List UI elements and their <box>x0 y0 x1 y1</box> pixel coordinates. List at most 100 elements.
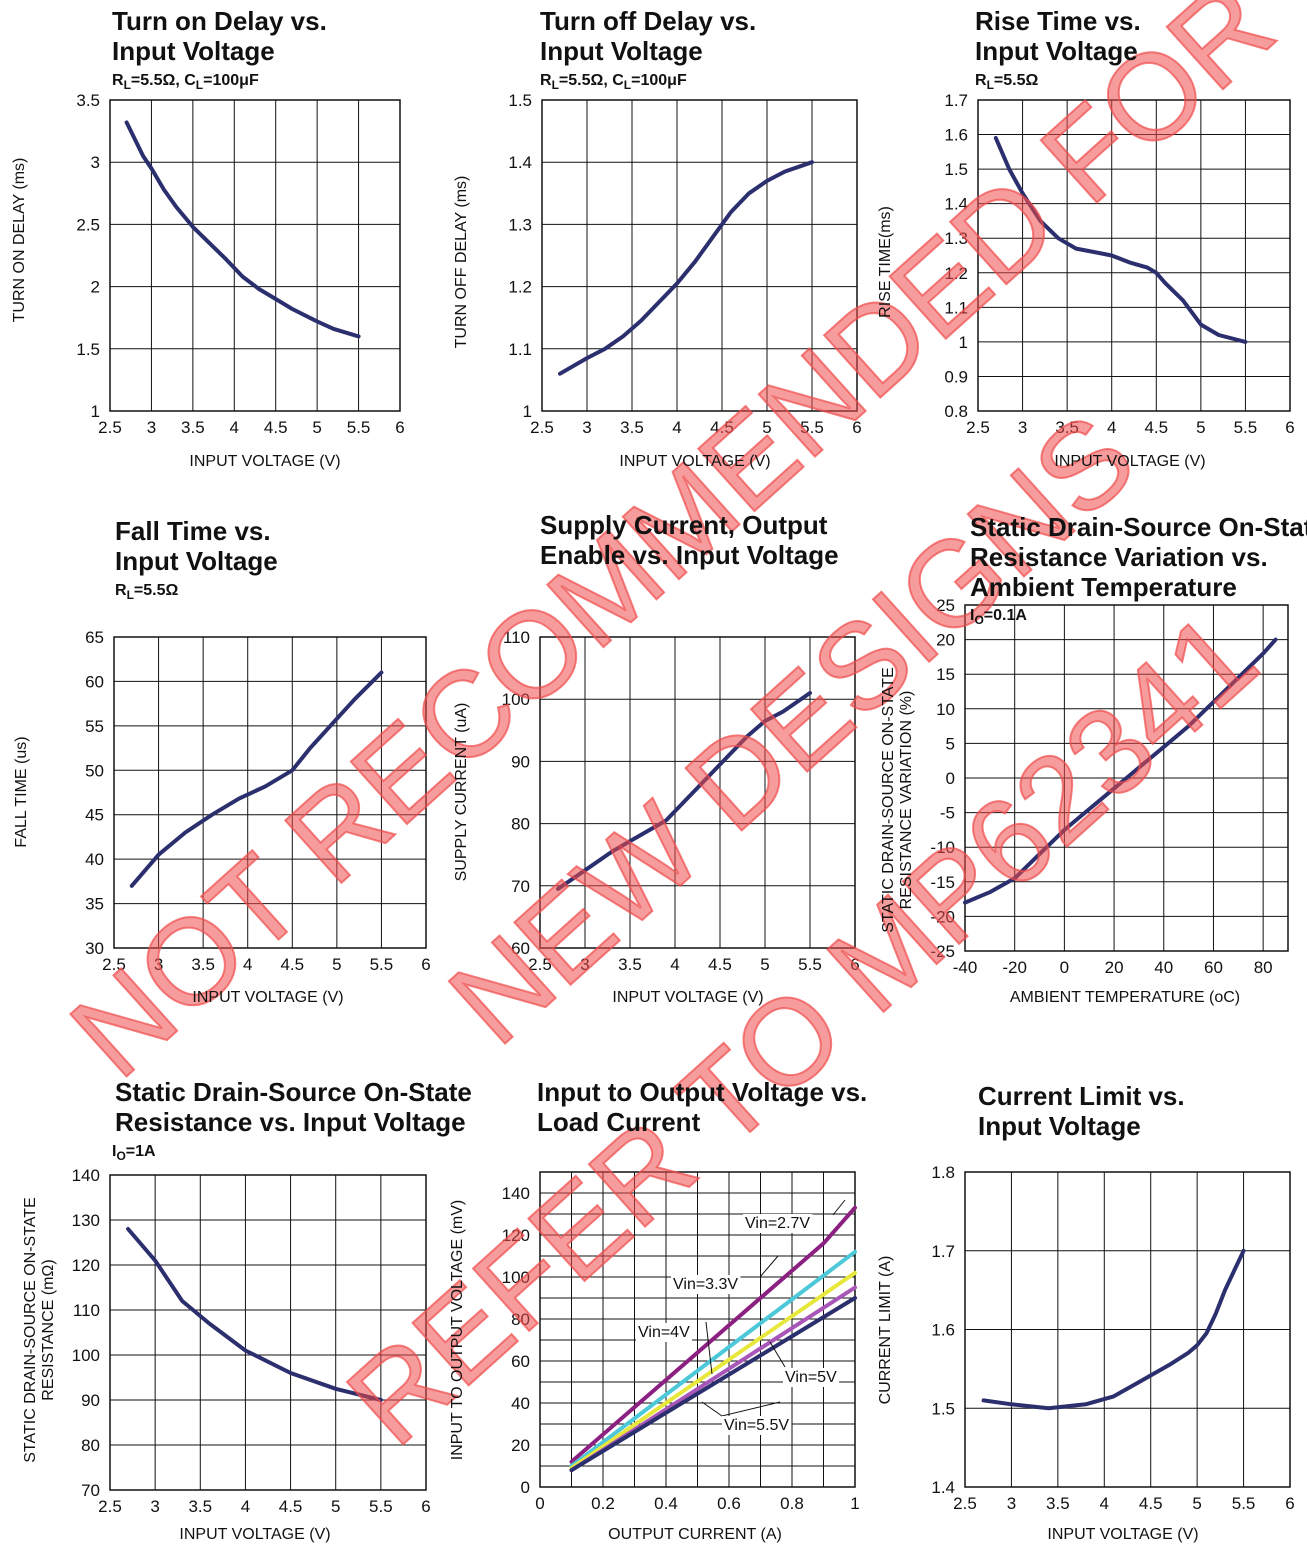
x-tick-label: 3.5 <box>1055 418 1079 437</box>
x-tick-label: 5.5 <box>369 1497 393 1516</box>
x-tick-label: 60 <box>1204 958 1223 977</box>
y-tick-label: 80 <box>511 815 530 834</box>
chart-title-line: Load Current <box>537 1107 701 1137</box>
plot-frame <box>977 99 1291 412</box>
y-tick-label: 25 <box>936 596 955 615</box>
plot-frame <box>109 1174 427 1491</box>
chart-title-line: Rise Time vs. <box>975 6 1141 36</box>
x-axis-label: INPUT VOLTAGE (V) <box>192 989 344 1006</box>
plot-c8: 0 0.2 0.4 0.6 0.8 1 0 20 40 60 80 100 120 140 Vin=2.7V… <box>502 1171 860 1513</box>
y-tick-label: 120 <box>72 1256 100 1275</box>
condition-text: =5.5Ω, C <box>558 72 624 89</box>
annotation-leader <box>832 1199 846 1216</box>
chart-title-line: Input Voltage <box>975 36 1138 66</box>
x-tick-label: 2.5 <box>953 1494 977 1513</box>
condition-text: =5.5Ω <box>993 72 1039 89</box>
chart-title: Static Drain-Source On-State Resistance v… <box>115 1077 472 1137</box>
x-tick-label: 6 <box>1285 1494 1294 1513</box>
x-tick-label: 3.5 <box>181 418 205 437</box>
y-tick-label: 80 <box>81 1436 100 1455</box>
y-tick-label: 110 <box>503 628 530 647</box>
chart-condition: RL=5.5Ω, CL=100μF <box>540 72 687 92</box>
condition-subscript: L <box>623 78 632 93</box>
series-line <box>981 1248 1246 1411</box>
plot-c2: 2.5 3 3.5 4 4.5 5 5.5 6 1 1.1 1.2 1.3 1.4 1.5 <box>508 91 861 437</box>
y-tick-label: 15 <box>936 665 955 684</box>
x-tick-label: 3.5 <box>1046 1494 1070 1513</box>
x-axis-label: AMBIENT TEMPERATURE (oC) <box>1009 989 1241 1006</box>
chart-title: Fall Time vs. Input Voltage <box>115 516 278 576</box>
x-tick-label: 5 <box>332 955 341 974</box>
x-tick-label: 4.5 <box>708 955 732 974</box>
y-tick-label: 1.2 <box>944 264 968 283</box>
x-tick-label: 4.5 <box>710 418 734 437</box>
y-tick-label: 1.3 <box>508 215 532 234</box>
y-tick-label: 70 <box>511 877 530 896</box>
y-axis-label: TURN ON DELAY (ms) <box>11 158 29 323</box>
annotation-leader <box>769 1341 786 1368</box>
plot-frame <box>541 99 858 412</box>
condition-subscript: L <box>551 78 559 93</box>
chart-title-line: Resistance vs. Input Voltage <box>115 1107 466 1137</box>
y-tick-label: 100 <box>72 1346 100 1365</box>
x-tick-label: 6 <box>395 418 404 437</box>
condition-text: R <box>975 72 987 89</box>
x-tick-label: 3.5 <box>620 418 644 437</box>
y-axis-label-line: STATIC DRAIN-SOURCE ON-STATE <box>880 667 897 933</box>
chart-title-line: Input Voltage <box>115 546 278 576</box>
y-tick-label: 120 <box>502 1226 530 1245</box>
y-tick-label: 1.4 <box>508 153 532 172</box>
y-tick-label: 60 <box>85 672 104 691</box>
condition-text: I <box>112 1143 117 1160</box>
y-tick-label: 1.1 <box>944 298 968 317</box>
x-tick-label: 0.6 <box>717 1494 741 1513</box>
condition-subscript: O <box>974 613 984 628</box>
x-tick-label: 3.5 <box>191 955 215 974</box>
y-tick-label: 110 <box>73 1301 100 1320</box>
x-tick-label: 4 <box>241 1497 250 1516</box>
x-tick-label: -40 <box>953 958 978 977</box>
y-tick-label: 1.3 <box>944 229 968 248</box>
x-tick-label: 5 <box>1196 418 1205 437</box>
condition-subscript: L <box>123 78 131 93</box>
chart-title-line: Static Drain-Source On-State <box>970 512 1307 542</box>
x-tick-label: 5.5 <box>798 955 822 974</box>
x-tick-label: 0 <box>1060 958 1069 977</box>
y-tick-label: 30 <box>85 939 104 958</box>
y-tick-label: 1.5 <box>944 160 968 179</box>
y-tick-label: 100 <box>502 690 530 709</box>
series-line-vin-5-5v <box>569 1296 857 1473</box>
y-axis-label-line: TURN OFF DELAY (ms) <box>453 175 470 349</box>
y-axis-label: TURN OFF DELAY (ms) <box>453 176 471 349</box>
x-tick-label: 6 <box>1285 418 1294 437</box>
y-axis-label: STATIC DRAIN-SOURCE ON-STATE RESISTANCE V… <box>880 667 916 932</box>
x-tick-label: 4.5 <box>279 1497 303 1516</box>
x-tick-label: 4.5 <box>264 418 288 437</box>
x-tick-label: 1 <box>850 1494 859 1513</box>
x-axis-label: OUTPUT CURRENT (A) <box>608 1526 782 1543</box>
y-tick-label: 0 <box>946 769 955 788</box>
annotation-bg <box>636 1323 693 1342</box>
series-annotation: Vin=5.5V <box>724 1417 789 1434</box>
y-axis-label: INPUT TO OUTPUT VOLTAGE (mV) <box>449 1200 467 1460</box>
chart-title-line: Enable vs. Input Voltage <box>540 540 839 570</box>
series-line <box>126 1227 383 1402</box>
plot-frame <box>964 1171 1291 1488</box>
condition-text: =0.1A <box>983 607 1027 624</box>
y-tick-label: 20 <box>936 631 955 650</box>
condition-text: =5.5Ω <box>133 582 179 599</box>
condition-subscript: L <box>195 78 204 93</box>
x-tick-label: 4 <box>1100 1494 1109 1513</box>
plot-frame <box>113 636 427 949</box>
condition-text: =1A <box>125 1143 156 1160</box>
y-tick-label: 3 <box>91 153 100 172</box>
x-tick-label: -20 <box>1002 958 1027 977</box>
annotation-bg <box>671 1275 741 1294</box>
y-tick-label: 1.7 <box>931 1242 955 1261</box>
y-tick-label: 1.6 <box>931 1321 955 1340</box>
x-tick-label: 40 <box>1154 958 1173 977</box>
condition-text: =100μF <box>631 72 687 89</box>
chart-title-line: Current Limit vs. <box>978 1081 1185 1111</box>
chart-title: Rise Time vs. Input Voltage <box>975 6 1141 66</box>
y-tick-label: 1.5 <box>931 1399 955 1418</box>
